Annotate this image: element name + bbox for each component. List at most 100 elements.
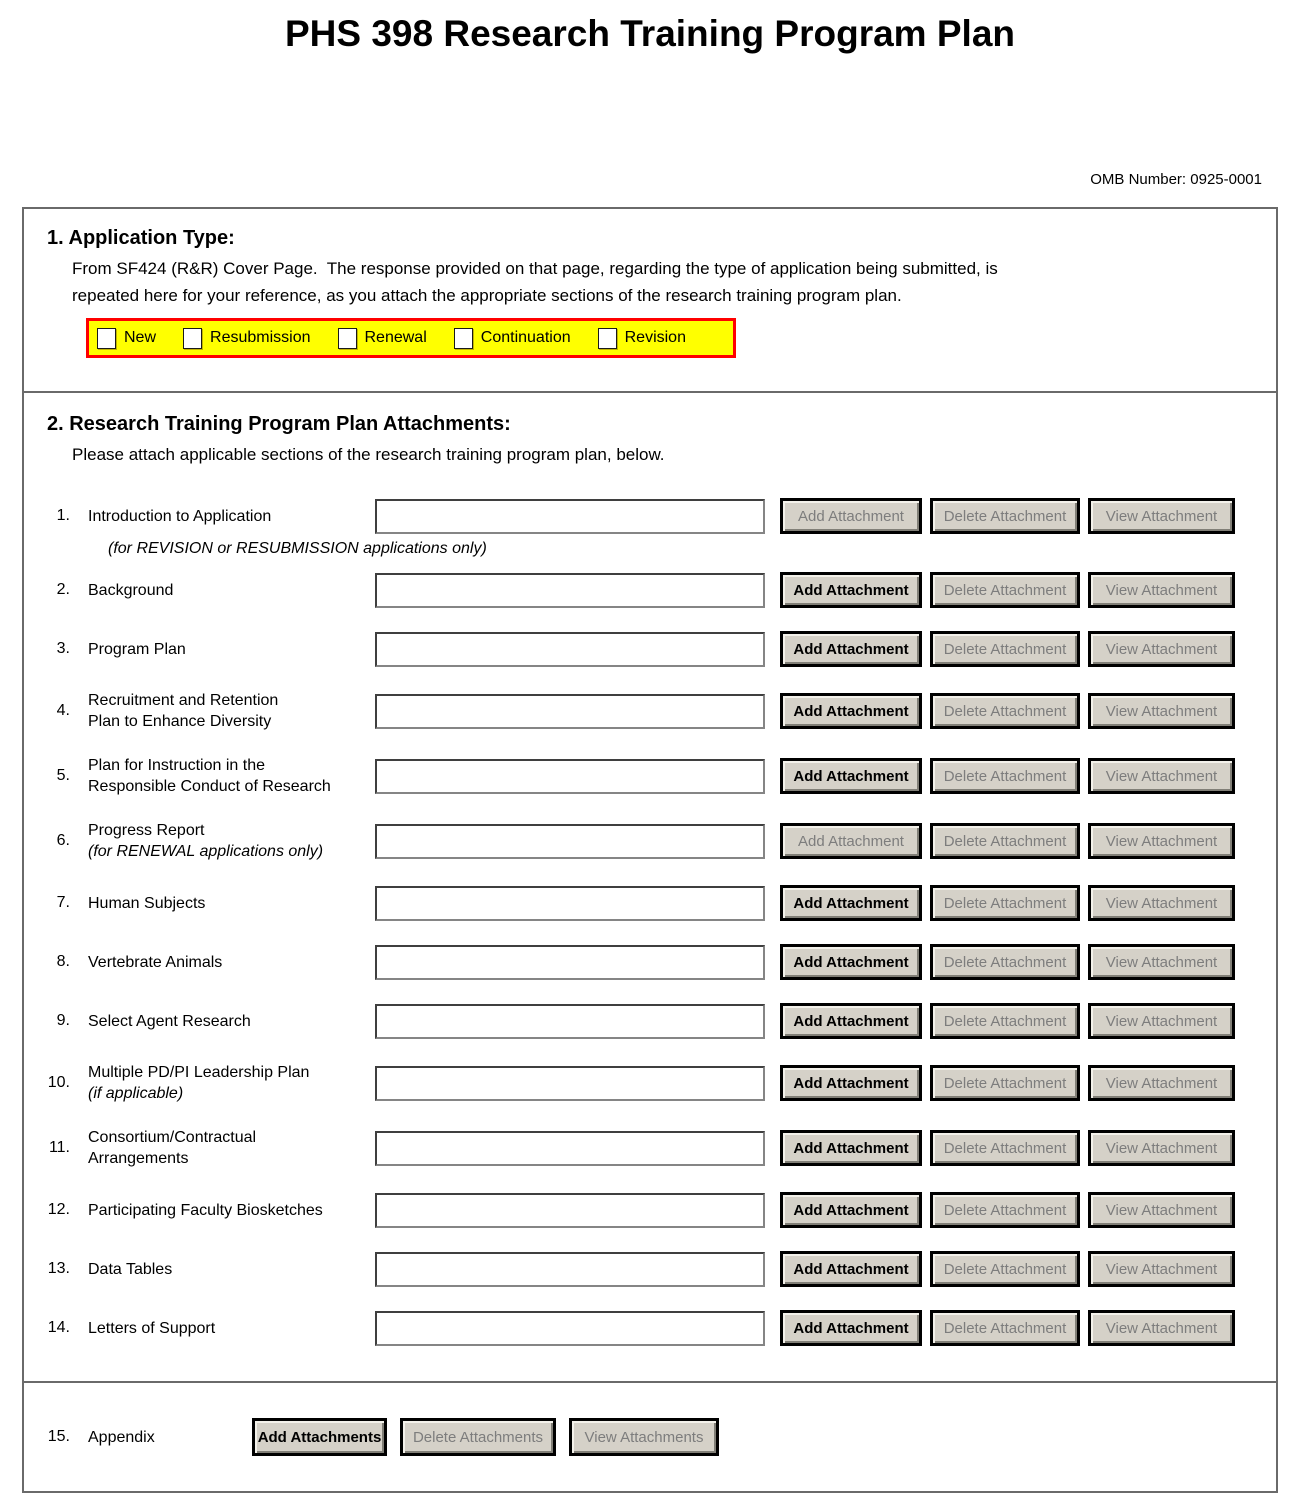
attachment-filename-input[interactable] [375,1003,765,1039]
delete-attachment-button[interactable]: Delete Attachment [930,944,1080,980]
add-attachment-button[interactable]: Add Attachment [780,885,922,921]
attachment-filename-input[interactable] [375,1310,765,1346]
application-type-option: Renewal [337,327,427,349]
delete-attachment-button[interactable]: Delete Attachment [930,1251,1080,1287]
add-attachment-button[interactable]: Add Attachment [780,631,922,667]
view-attachment-button[interactable]: View Attachment [1088,1310,1235,1346]
add-attachment-button[interactable]: Add Attachment [780,758,922,794]
attachment-filename-input[interactable] [375,1192,765,1228]
view-attachment-button[interactable]: View Attachment [1088,1251,1235,1287]
section-application-type: 1. Application Type: From SF424 (R&R) Co… [24,227,1276,391]
attachment-filename-input[interactable] [375,944,765,980]
row-label-line1: Vertebrate Animals [88,953,223,971]
row-buttons: Add Attachment Delete Attachment View At… [780,823,1235,859]
attachment-filename-input[interactable] [375,1251,765,1287]
add-attachment-button[interactable]: Add Attachment [780,1251,922,1287]
row-label: Human Subjects [88,893,375,914]
add-attachment-button[interactable]: Add Attachment [780,572,922,608]
row-label-line2: Arrangements [88,1150,189,1167]
delete-attachment-button[interactable]: Delete Attachment [930,1003,1080,1039]
row-buttons: Add Attachment Delete Attachment View At… [780,1065,1235,1101]
attachment-filename-input[interactable] [375,1065,765,1101]
view-attachment-button[interactable]: View Attachment [1088,823,1235,859]
row-number: 12. [47,1201,70,1218]
row-label-line1: Select Agent Research [88,1012,251,1030]
view-attachment-button[interactable]: View Attachment [1088,1065,1235,1101]
checkbox[interactable] [183,327,203,349]
attachment-filename-input[interactable] [375,572,765,608]
attachment-filename-input[interactable] [375,1130,765,1166]
row-buttons: Add Attachment Delete Attachment View At… [780,1251,1235,1287]
delete-attachment-button[interactable]: Delete Attachment [930,1310,1080,1346]
view-attachments-button[interactable]: View Attachments [569,1418,719,1456]
row-label: Plan for Instruction in the Responsible … [88,755,375,797]
add-attachment-button[interactable]: Add Attachment [780,693,922,729]
view-attachment-button[interactable]: View Attachment [1088,1130,1235,1166]
attachment-filename-input[interactable] [375,885,765,921]
attachment-filename-input[interactable] [375,498,765,534]
row-label: Participating Faculty Biosketches [88,1200,375,1221]
delete-attachment-button[interactable]: Delete Attachment [930,1065,1080,1101]
row-note: (for REVISION or RESUBMISSION applicatio… [108,540,487,557]
add-attachment-button[interactable]: Add Attachment [780,1192,922,1228]
checkbox-label: Resubmission [210,329,311,346]
add-attachments-button[interactable]: Add Attachments [252,1418,387,1456]
row-label: Letters of Support [88,1318,375,1339]
delete-attachment-button[interactable]: Delete Attachment [930,823,1080,859]
attachment-filename-input[interactable] [375,693,765,729]
view-attachment-button[interactable]: View Attachment [1088,572,1235,608]
view-attachment-button[interactable]: View Attachment [1088,758,1235,794]
row-label: Background [88,580,375,601]
view-attachment-button[interactable]: View Attachment [1088,693,1235,729]
row-label-line2: Responsible Conduct of Research [88,778,331,795]
view-attachment-button[interactable]: View Attachment [1088,885,1235,921]
row-buttons: Add Attachment Delete Attachment View At… [780,1192,1235,1228]
delete-attachment-button[interactable]: Delete Attachment [930,631,1080,667]
add-attachment-button[interactable]: Add Attachment [780,498,922,534]
checkbox-label: Renewal [364,329,427,346]
row-number: 3. [56,640,70,657]
add-attachment-button[interactable]: Add Attachment [780,823,922,859]
row-label-line1: Participating Faculty Biosketches [88,1201,323,1219]
row-label: Recruitment and Retention Plan to Enhanc… [88,690,375,732]
row-label-line1: Multiple PD/PI Leadership Plan [88,1064,310,1081]
view-attachment-button[interactable]: View Attachment [1088,944,1235,980]
delete-attachment-button[interactable]: Delete Attachment [930,693,1080,729]
delete-attachment-button[interactable]: Delete Attachment [930,758,1080,794]
add-attachment-button[interactable]: Add Attachment [780,944,922,980]
attachment-filename-input[interactable] [375,823,765,859]
delete-attachment-button[interactable]: Delete Attachment [930,1130,1080,1166]
checkbox[interactable] [453,327,473,349]
attachment-row: 3. Program Plan Add Attachment Delete At… [44,631,1276,667]
section-attachments: 2. Research Training Program Plan Attach… [24,391,1276,1381]
row-number: 13. [47,1260,70,1277]
row-number: 9. [56,1012,70,1029]
delete-attachment-button[interactable]: Delete Attachment [930,1192,1080,1228]
attachment-row: 8. Vertebrate Animals Add Attachment Del… [44,944,1276,980]
row-number: 6. [56,832,70,849]
view-attachment-button[interactable]: View Attachment [1088,631,1235,667]
attachment-row: 13. Data Tables Add Attachment Delete At… [44,1251,1276,1287]
add-attachment-button[interactable]: Add Attachment [780,1003,922,1039]
row-label: Program Plan [88,639,375,660]
row-number: 1. [56,507,70,524]
attachment-filename-input[interactable] [375,631,765,667]
view-attachment-button[interactable]: View Attachment [1088,498,1235,534]
add-attachment-button[interactable]: Add Attachment [780,1065,922,1101]
view-attachment-button[interactable]: View Attachment [1088,1003,1235,1039]
delete-attachment-button[interactable]: Delete Attachment [930,572,1080,608]
attachment-row: 10. Multiple PD/PI Leadership Plan (if a… [44,1062,1276,1104]
attachment-filename-input[interactable] [375,758,765,794]
checkbox[interactable] [97,327,116,349]
checkbox[interactable] [337,327,357,349]
row-label-line1: Consortium/Contractual [88,1129,257,1146]
add-attachment-button[interactable]: Add Attachment [780,1130,922,1166]
delete-attachments-button[interactable]: Delete Attachments [400,1418,556,1456]
row-label-line1: Introduction to Application [88,507,272,525]
delete-attachment-button[interactable]: Delete Attachment [930,498,1080,534]
row-label: Select Agent Research [88,1011,375,1032]
checkbox[interactable] [597,327,617,349]
delete-attachment-button[interactable]: Delete Attachment [930,885,1080,921]
view-attachment-button[interactable]: View Attachment [1088,1192,1235,1228]
add-attachment-button[interactable]: Add Attachment [780,1310,922,1346]
